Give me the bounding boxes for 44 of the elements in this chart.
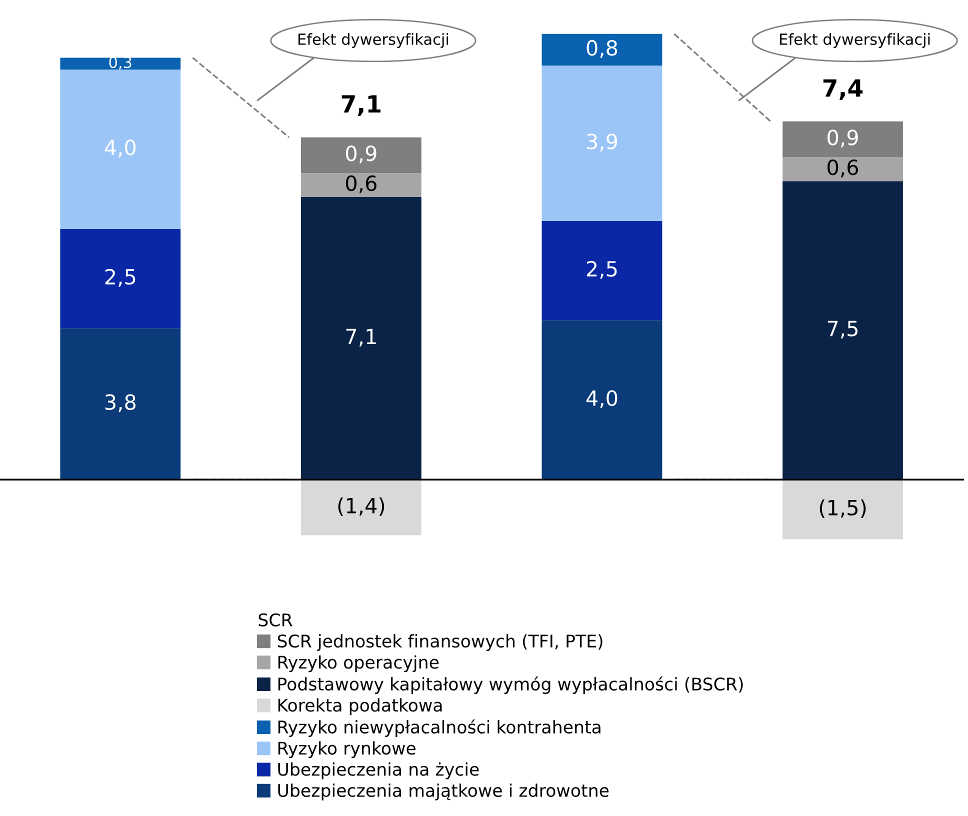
bar (782, 181, 903, 480)
annotation: Efekt dywersyfikacji (780, 33, 930, 48)
bar (60, 228, 181, 328)
bar (542, 34, 662, 66)
legend-label: SCR jednostek finansowych (TFI, PTE) (278, 634, 602, 651)
legend-label: Ryzyko niewypłacalności kontrahenta (278, 719, 600, 737)
data-label: 2,5 (105, 268, 136, 287)
legend-title: SCR (258, 613, 292, 626)
data-label: 0,9 (346, 146, 376, 164)
legend-label: Korekta podatkowa (278, 698, 442, 716)
bar (300, 137, 422, 174)
data-label: 0,6 (346, 175, 376, 194)
data-label: 0,8 (586, 40, 618, 58)
bar (60, 70, 181, 229)
data-label: 2,5 (586, 260, 617, 279)
data-label: 4,0 (586, 390, 618, 408)
bar (300, 173, 422, 198)
bar (782, 121, 903, 158)
bar (542, 320, 662, 480)
data-label: 7,1 (346, 328, 376, 346)
bar (60, 58, 181, 70)
legend-label: Ubezpieczenia na życie (278, 762, 479, 780)
legend-label: Ryzyko rynkowe (278, 741, 416, 758)
data-label: (1,5) (820, 499, 866, 518)
legend-label: Ryzyko operacyjne (278, 655, 439, 672)
bar (60, 328, 181, 480)
total-label: 7,1 (342, 95, 380, 116)
data-label: 3,9 (587, 134, 618, 152)
data-label: 4,0 (104, 140, 136, 158)
data-label: 0,9 (828, 130, 858, 148)
bar (542, 220, 662, 320)
legend-label: Podstawowy kapitałowy wymóg wypłacalności (BSCR) (278, 676, 743, 694)
bar (300, 197, 422, 480)
data-label: 3,8 (105, 394, 136, 412)
data-label: 0,6 (828, 159, 858, 178)
data-label: (1,4) (338, 497, 384, 516)
bar (782, 157, 903, 182)
legend-label: Ubezpieczenia majątkowe i zdrowotne (278, 784, 609, 800)
bar (300, 480, 422, 536)
annotation: Efekt dywersyfikacji (298, 33, 448, 48)
bar (542, 66, 662, 221)
total-label: 7,4 (823, 79, 863, 100)
bar (782, 480, 903, 540)
data-label: 7,5 (828, 320, 858, 339)
